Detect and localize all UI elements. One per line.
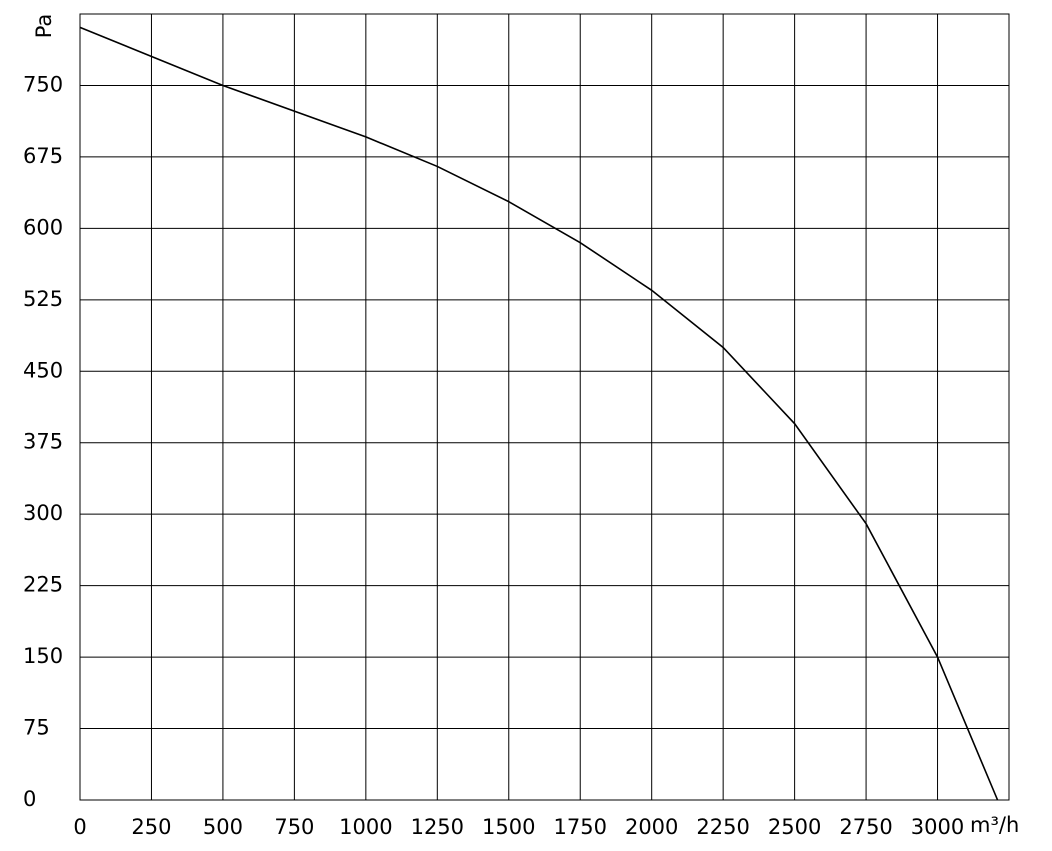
data-line [79, 26, 999, 801]
x-axis-label: m³/h [970, 813, 1019, 837]
x-tick-label: 0 [73, 815, 86, 839]
x-tick-label: 1750 [554, 815, 607, 839]
x-tick-label: 1250 [411, 815, 464, 839]
y-tick-label: 450 [23, 358, 63, 382]
plot-frame [79, 13, 1010, 801]
y-tick-label: 75 [23, 716, 50, 740]
x-tick-label: 1000 [339, 815, 392, 839]
y-tick-label: 675 [23, 144, 63, 168]
x-tick-label: 2000 [625, 815, 678, 839]
y-tick-label: 225 [23, 573, 63, 597]
y-tick-label: 525 [23, 287, 63, 311]
x-tick-label: 500 [203, 815, 243, 839]
x-tick-label: 3000 [911, 815, 964, 839]
y-tick-label: 0 [23, 787, 36, 811]
y-tick-label: 375 [23, 430, 63, 454]
x-tick-label: 2750 [839, 815, 892, 839]
y-tick-label: 300 [23, 501, 63, 525]
y-tick-label: 600 [23, 215, 63, 239]
x-tick-label: 1500 [482, 815, 535, 839]
x-tick-label: 2500 [768, 815, 821, 839]
y-tick-label: 150 [23, 644, 63, 668]
x-tick-label: 2250 [696, 815, 749, 839]
x-tick-label: 750 [274, 815, 314, 839]
x-tick-label: 250 [131, 815, 171, 839]
y-axis-label: Pa [32, 14, 56, 39]
y-tick-label: 750 [23, 72, 63, 96]
